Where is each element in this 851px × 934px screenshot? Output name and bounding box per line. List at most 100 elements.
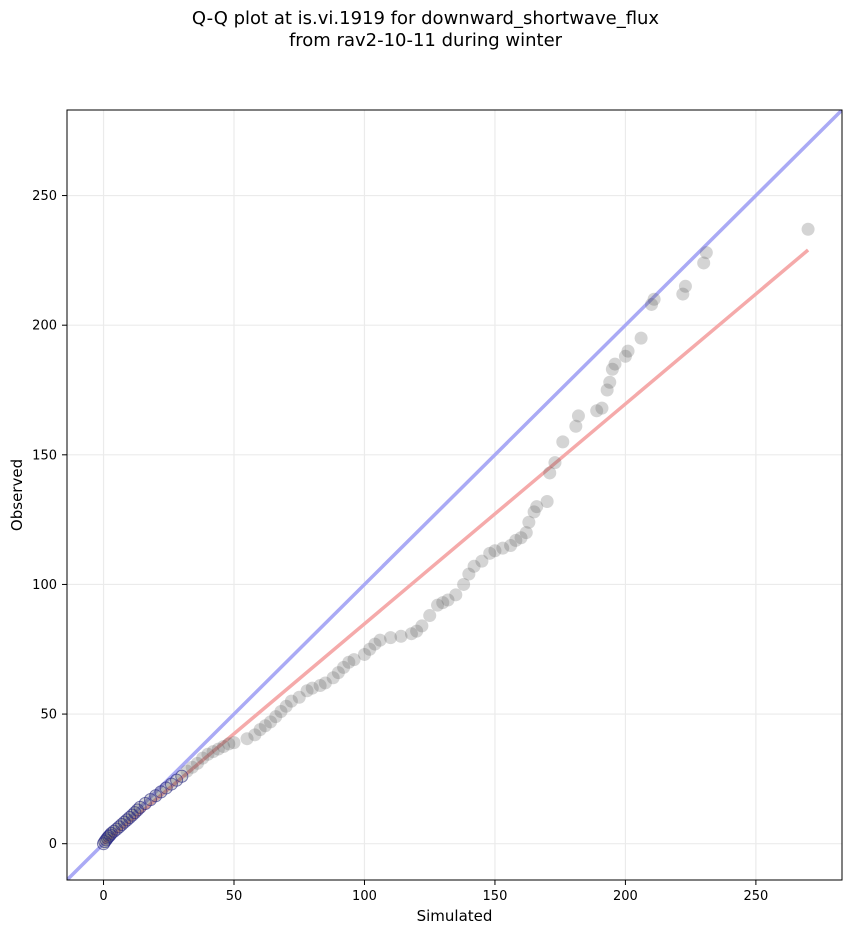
data-point bbox=[253, 723, 267, 737]
data-point bbox=[647, 292, 661, 306]
data-point bbox=[149, 789, 163, 803]
data-point-outline bbox=[117, 815, 131, 829]
data-point bbox=[676, 287, 690, 301]
data-point bbox=[269, 710, 283, 724]
data-point bbox=[318, 676, 332, 690]
data-point bbox=[292, 690, 306, 704]
y-axis-label: Observed bbox=[8, 459, 26, 531]
x-tick-label: 100 bbox=[352, 889, 377, 904]
scatter-points bbox=[97, 222, 815, 851]
data-point bbox=[483, 546, 497, 560]
data-point bbox=[801, 222, 815, 236]
chart-title: Q-Q plot at is.vi.1919 for downward_shor… bbox=[0, 8, 851, 52]
data-point bbox=[313, 679, 327, 693]
data-point bbox=[431, 598, 445, 612]
data-point bbox=[699, 246, 713, 260]
data-point-outline bbox=[130, 803, 144, 817]
data-point bbox=[211, 742, 225, 756]
data-point-outline bbox=[99, 833, 113, 847]
data-point bbox=[240, 732, 254, 746]
y-tick-label: 150 bbox=[32, 448, 57, 463]
y-tick-label: 100 bbox=[32, 578, 57, 593]
data-point bbox=[475, 554, 489, 568]
x-tick-label: 0 bbox=[99, 889, 107, 904]
grid bbox=[67, 110, 842, 880]
data-point bbox=[206, 745, 220, 759]
data-point bbox=[600, 383, 614, 397]
y-tick-label: 0 bbox=[49, 837, 57, 852]
data-point bbox=[175, 769, 189, 783]
plot-frame bbox=[66, 109, 843, 881]
data-point bbox=[462, 567, 476, 581]
data-point bbox=[368, 637, 382, 651]
x-axis-ticks: 0 50 100 150 200 250 bbox=[99, 880, 768, 904]
data-point-outline bbox=[112, 820, 126, 834]
data-point bbox=[540, 494, 554, 508]
x-tick-label: 150 bbox=[483, 889, 508, 904]
data-point bbox=[170, 773, 184, 787]
data-point-outline bbox=[115, 818, 129, 832]
data-point bbox=[404, 627, 418, 641]
data-point bbox=[423, 609, 437, 623]
data-point bbox=[264, 715, 278, 729]
data-point bbox=[190, 756, 204, 770]
data-point-outline bbox=[110, 822, 124, 836]
data-point bbox=[457, 577, 471, 591]
x-tick-label: 50 bbox=[226, 889, 243, 904]
data-point bbox=[618, 349, 632, 363]
data-point-outline bbox=[120, 813, 134, 827]
chart-title-line2: from rav2-10-11 during winter bbox=[288, 30, 563, 51]
data-point bbox=[164, 777, 178, 791]
data-point bbox=[569, 419, 583, 433]
data-point bbox=[621, 344, 635, 358]
data-point bbox=[394, 629, 408, 643]
data-point bbox=[326, 671, 340, 685]
data-point bbox=[543, 466, 557, 480]
data-point bbox=[522, 515, 536, 529]
data-point bbox=[519, 526, 533, 540]
data-point bbox=[504, 539, 518, 553]
y-tick-label: 50 bbox=[40, 708, 57, 723]
data-point bbox=[331, 666, 345, 680]
data-point bbox=[697, 256, 711, 270]
data-point bbox=[608, 357, 622, 371]
fit-line bbox=[102, 248, 810, 846]
data-point-outline bbox=[107, 824, 121, 838]
data-point bbox=[436, 596, 450, 610]
data-point bbox=[196, 751, 210, 765]
data-point bbox=[678, 279, 692, 293]
data-point bbox=[556, 435, 570, 449]
data-point bbox=[227, 736, 241, 750]
y-tick-label: 250 bbox=[32, 189, 57, 204]
data-point bbox=[410, 624, 424, 638]
data-point-outline bbox=[102, 829, 116, 843]
data-point bbox=[548, 456, 562, 470]
data-point bbox=[217, 739, 231, 753]
data-point-outline bbox=[125, 808, 139, 822]
data-point bbox=[384, 631, 398, 645]
data-point bbox=[159, 781, 173, 795]
data-point bbox=[496, 541, 510, 555]
data-point bbox=[144, 793, 158, 807]
data-point bbox=[488, 544, 502, 558]
reference-lines bbox=[67, 110, 842, 880]
data-point bbox=[415, 619, 429, 633]
data-point bbox=[467, 559, 481, 573]
data-point bbox=[258, 719, 272, 733]
data-point bbox=[185, 760, 199, 774]
data-point-outline bbox=[100, 831, 114, 845]
data-point bbox=[527, 505, 541, 519]
y-tick-label: 200 bbox=[32, 319, 57, 334]
data-point bbox=[605, 362, 619, 376]
data-point bbox=[514, 531, 528, 545]
data-point bbox=[300, 684, 314, 698]
data-point bbox=[449, 588, 463, 602]
data-point bbox=[201, 747, 215, 761]
data-point bbox=[441, 593, 455, 607]
data-point bbox=[509, 533, 523, 547]
data-point bbox=[279, 699, 293, 713]
data-point bbox=[305, 681, 319, 695]
data-point bbox=[634, 331, 648, 345]
data-point bbox=[373, 633, 387, 647]
